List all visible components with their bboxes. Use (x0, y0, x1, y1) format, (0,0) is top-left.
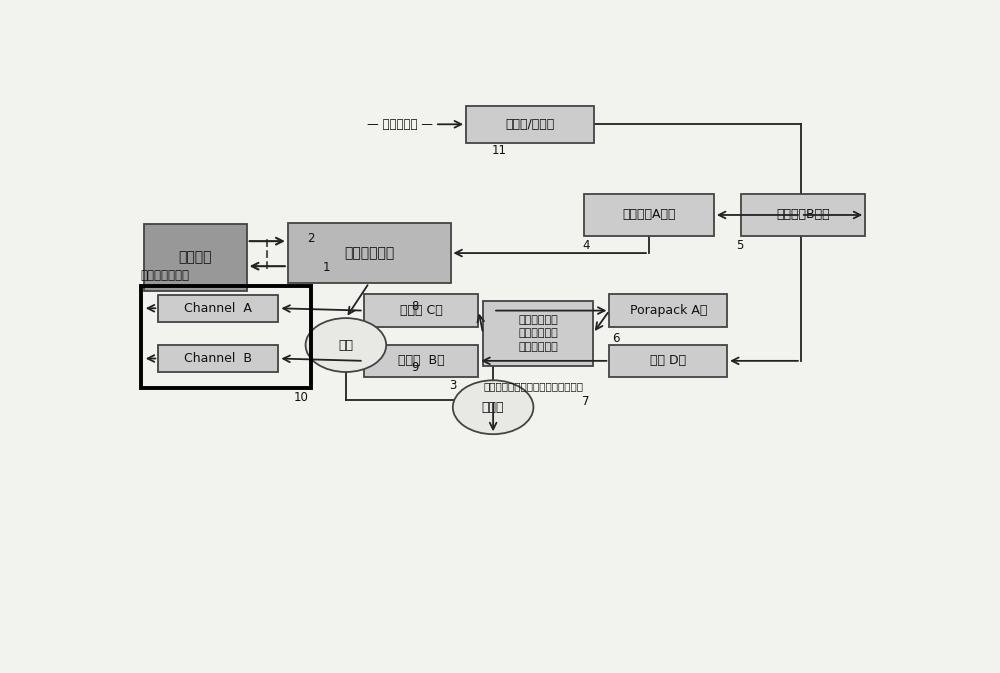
Circle shape (453, 380, 533, 434)
Text: 11: 11 (492, 144, 507, 157)
Text: 二氧化碳、乙
烯、乙炱、乙
烷、丙烷、水: 二氧化碳、乙 烯、乙炱、乙 烷、丙烷、水 (518, 315, 558, 351)
Circle shape (306, 318, 386, 372)
FancyBboxPatch shape (609, 345, 727, 377)
Text: 过滤器/干燥器: 过滤器/干燥器 (505, 118, 555, 131)
Text: 3: 3 (449, 379, 456, 392)
Text: 气泵: 气泵 (338, 339, 353, 351)
Text: 节流器 C柱: 节流器 C柱 (400, 304, 442, 317)
Text: 4: 4 (582, 239, 590, 252)
Text: 变压器油: 变压器油 (179, 250, 212, 264)
Text: 2: 2 (307, 232, 315, 244)
Text: 5: 5 (736, 239, 743, 252)
Text: 8: 8 (412, 300, 419, 314)
FancyBboxPatch shape (609, 294, 727, 327)
Text: 6: 6 (612, 332, 619, 345)
Text: Channel  A: Channel A (184, 302, 252, 315)
FancyBboxPatch shape (158, 345, 278, 372)
FancyBboxPatch shape (466, 106, 594, 143)
Text: 延时 D柱: 延时 D柱 (650, 355, 686, 367)
Text: 载气供气A模块: 载气供气A模块 (622, 209, 676, 221)
Text: Porapack A柱: Porapack A柱 (630, 304, 707, 317)
Text: 7: 7 (582, 395, 590, 409)
Text: 1: 1 (323, 261, 330, 274)
FancyBboxPatch shape (483, 301, 593, 366)
Text: Channel  B: Channel B (184, 352, 252, 365)
FancyBboxPatch shape (741, 194, 865, 236)
FancyBboxPatch shape (364, 294, 478, 327)
Text: 定量环: 定量环 (482, 400, 504, 414)
FancyBboxPatch shape (144, 224, 247, 291)
Text: 真空脱气装置: 真空脱气装置 (344, 246, 394, 260)
Text: 9: 9 (412, 361, 419, 374)
Text: — 来自氦气瓶 —: — 来自氦气瓶 — (367, 118, 433, 131)
Text: 10: 10 (294, 390, 309, 404)
Text: 分子筛  B柱: 分子筛 B柱 (398, 355, 444, 367)
FancyBboxPatch shape (364, 345, 478, 377)
Text: 载气供气B模块: 载气供气B模块 (776, 209, 830, 221)
Text: 氢气、氧气、氮气、甲烷、一氧化碳: 氢气、氧气、氮气、甲烷、一氧化碳 (483, 382, 583, 392)
FancyBboxPatch shape (584, 194, 714, 236)
Text: 微型热导检测器: 微型热导检测器 (140, 269, 190, 283)
FancyBboxPatch shape (288, 223, 450, 283)
FancyBboxPatch shape (158, 295, 278, 322)
